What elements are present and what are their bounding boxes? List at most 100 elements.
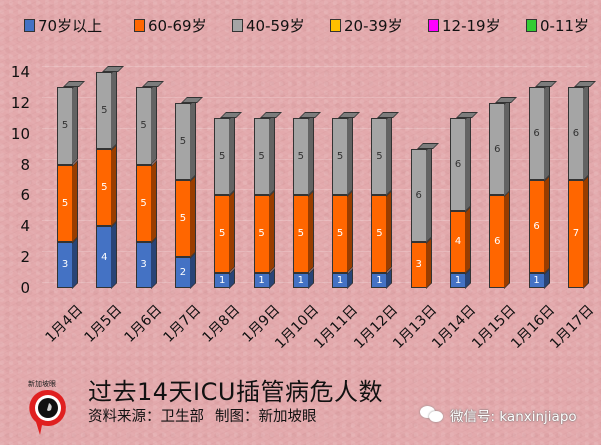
x-tick-label: 1月7日 <box>160 302 205 346</box>
bar-segment-side <box>504 97 511 197</box>
wechat-watermark: 微信号: kanxinjiapo <box>420 405 577 425</box>
bar-top-face <box>534 81 557 88</box>
bar-segment-side <box>425 144 432 243</box>
bar-segment-side <box>504 190 511 289</box>
xinjiapoyan-logo-icon: 新加坡眼 <box>28 379 66 435</box>
legend-swatch <box>330 19 341 32</box>
bar-segment: 5 <box>371 113 393 197</box>
bar-segment-side <box>72 159 78 243</box>
bar-segment-side <box>582 82 589 181</box>
bar-segment: 6 <box>528 82 550 181</box>
x-tick-label: 1月4日 <box>42 302 87 346</box>
bar-segment: 1 <box>214 267 236 289</box>
legend-item: 40-59岁 <box>232 15 305 36</box>
bar-segment-side <box>425 236 432 289</box>
bar-top-face <box>377 112 400 119</box>
bar-segment: 4 <box>96 221 118 289</box>
y-tick-label: 2 <box>20 248 30 267</box>
x-tick-label: 1月5日 <box>82 302 126 346</box>
bar-segment: 1 <box>292 267 314 289</box>
bar-segment-side <box>543 174 550 274</box>
bar-segment: 5 <box>332 190 354 274</box>
bar-segment-side <box>268 190 275 274</box>
legend-label: 70岁以上 <box>38 17 103 35</box>
bar-top-face <box>495 96 518 103</box>
bar-segment: 5 <box>135 82 157 166</box>
legend-label: 40-59岁 <box>246 17 305 35</box>
chart-title: 过去14天ICU插管病危人数 <box>88 378 383 406</box>
data-source: 资料来源：卫生部 <box>88 409 204 425</box>
svg-text:新加坡眼: 新加坡眼 <box>28 379 56 388</box>
bar-segment-side <box>150 82 157 166</box>
bar-segment-side <box>268 113 275 197</box>
bar-top-face <box>298 112 321 119</box>
bar-segment: 7 <box>567 174 589 289</box>
bar-segment: 6 <box>450 113 471 212</box>
bar-segment-side <box>189 174 196 259</box>
bar-segment: 5 <box>174 174 196 259</box>
bar-segment-side <box>582 174 589 289</box>
bar-segment: 6 <box>410 144 432 243</box>
y-tick-label: 4 <box>20 217 30 236</box>
bar-segment: 5 <box>174 97 196 181</box>
bar-top-face <box>220 112 243 119</box>
bar-segment-side <box>111 66 118 151</box>
y-tick-label: 14 <box>10 62 30 81</box>
bar-segment: 5 <box>332 113 354 197</box>
bar-top-face <box>141 81 164 88</box>
bar-segment: 1 <box>528 267 550 289</box>
bar-segment-side <box>189 252 196 289</box>
legend-swatch <box>526 19 537 32</box>
bar-segment-side <box>386 190 393 274</box>
legend-item: 12-19岁 <box>428 15 501 36</box>
bar-segment: 6 <box>489 97 511 197</box>
bar-segment-side <box>543 82 550 181</box>
bar-segment: 5 <box>214 190 236 274</box>
bar-segment: 5 <box>253 113 275 197</box>
legend-label: 0-11岁 <box>540 17 590 35</box>
bar-segment-side <box>150 236 157 289</box>
bar-segment: 5 <box>57 159 78 243</box>
y-tick-label: 6 <box>20 186 30 205</box>
legend-label: 12-19岁 <box>442 17 501 35</box>
bar-segment: 5 <box>96 66 118 151</box>
bar-segment-side <box>111 144 118 228</box>
gridline <box>42 127 587 129</box>
y-tick-label: 10 <box>10 124 30 143</box>
y-tick-label: 12 <box>10 93 30 112</box>
legend-item: 60-69岁 <box>134 15 207 36</box>
bar-top-face <box>416 143 439 150</box>
wechat-icon <box>420 406 446 424</box>
legend-swatch <box>134 19 145 32</box>
chart-legend: 70岁以上 60-69岁 40-59岁 20-39岁 12-19岁 0-11岁 <box>22 15 601 35</box>
bar-segment: 5 <box>371 190 393 274</box>
gridline <box>42 96 587 98</box>
y-tick-label: 8 <box>20 155 30 174</box>
bar-segment: 5 <box>96 144 118 228</box>
wechat-id: 微信号: kanxinjiapo <box>450 409 577 425</box>
bar-segment: 5 <box>57 82 78 166</box>
bar-segment: 3 <box>135 236 157 289</box>
gridline <box>42 189 587 191</box>
legend-label: 20-39岁 <box>344 17 403 35</box>
bar-segment: 3 <box>57 236 78 289</box>
legend-swatch <box>428 19 439 32</box>
gridline <box>42 65 587 67</box>
bar-top-face <box>259 112 282 119</box>
gridline <box>42 282 587 283</box>
bar-segment: 5 <box>292 113 314 197</box>
bar-segment: 1 <box>253 267 275 289</box>
bar-segment: 6 <box>528 174 550 274</box>
legend-item: 70岁以上 <box>24 15 102 36</box>
bar-segment-side <box>307 113 314 197</box>
bar-segment: 1 <box>371 267 393 289</box>
bar-segment-side <box>189 97 196 181</box>
bar-top-face <box>573 81 596 88</box>
x-tick-label: 1月8日 <box>199 302 244 346</box>
chart-credit: 制图：新加坡眼 <box>215 409 317 425</box>
bar-top-face <box>338 112 361 119</box>
bar-segment-side <box>386 113 393 197</box>
bar-segment: 2 <box>174 252 196 289</box>
bar-top-face <box>456 112 478 119</box>
bar-segment: 5 <box>253 190 275 274</box>
